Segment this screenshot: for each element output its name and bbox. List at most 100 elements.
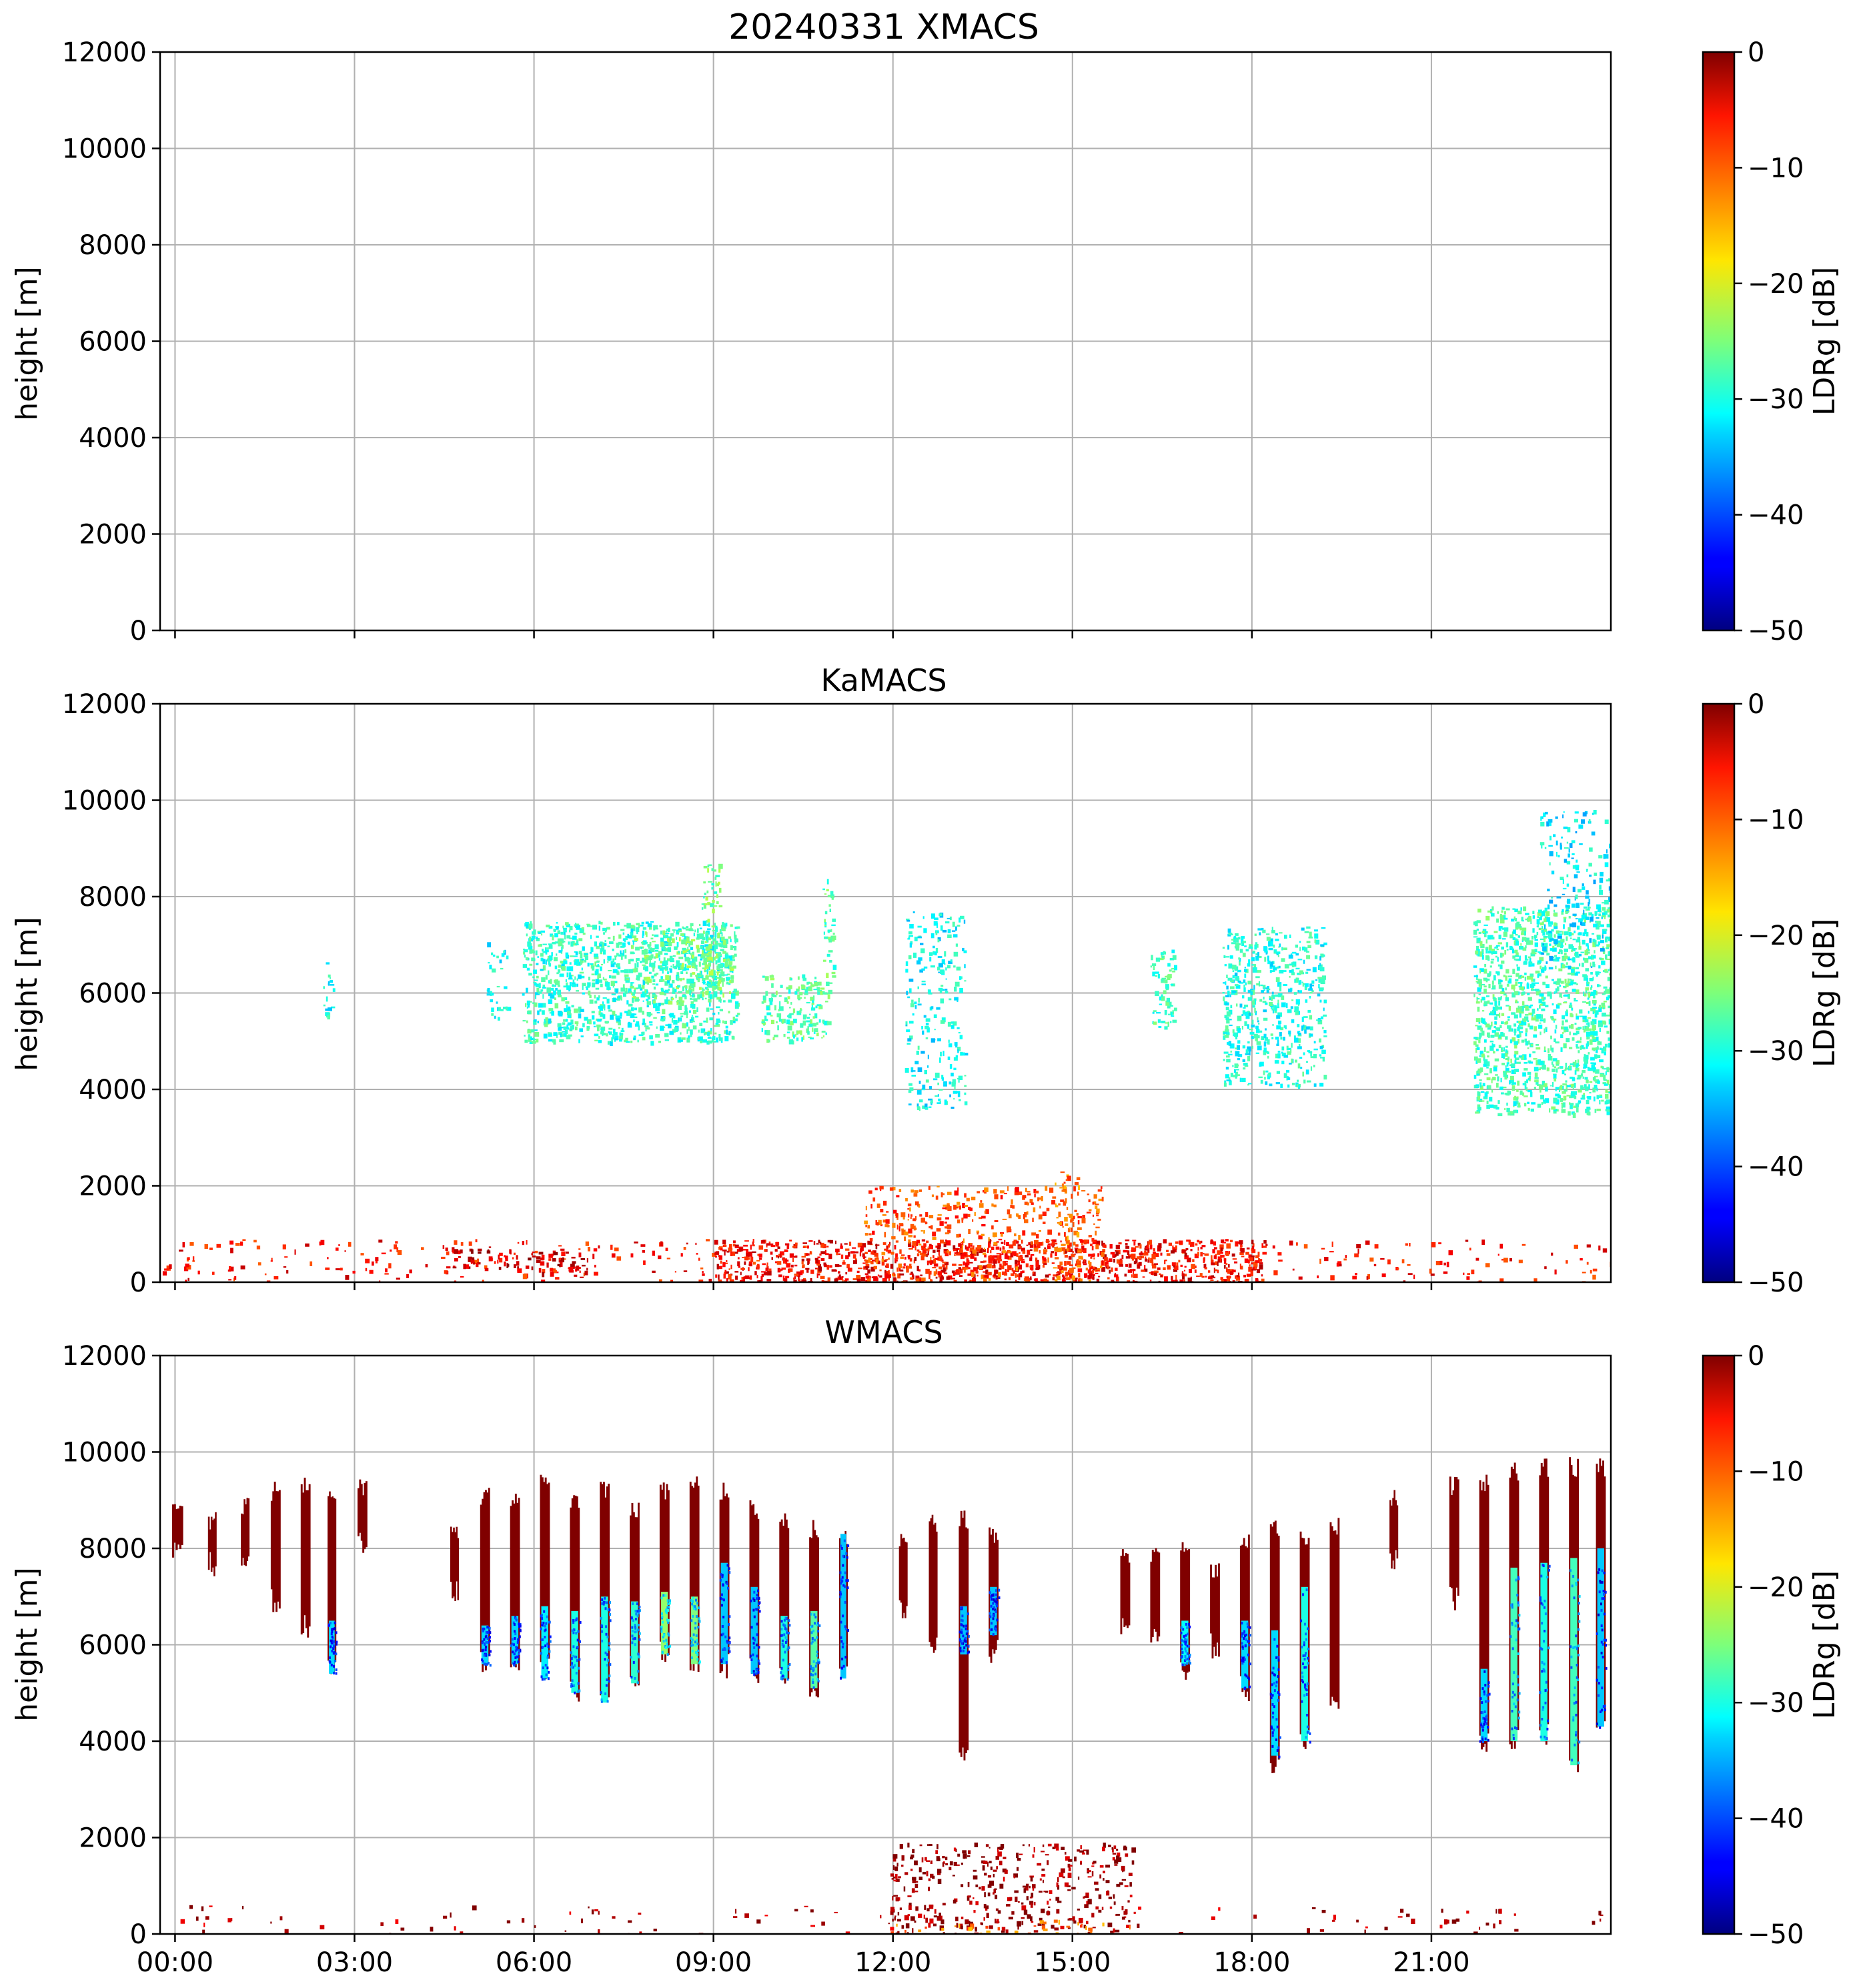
data-cell <box>1345 1255 1347 1258</box>
data-cell <box>1545 1027 1547 1032</box>
data-cell <box>1571 857 1574 859</box>
data-cell <box>704 944 709 947</box>
data-cell <box>649 1035 653 1039</box>
data-cell <box>720 949 724 951</box>
data-cell <box>552 935 554 941</box>
data-cell <box>1278 965 1281 969</box>
data-cell <box>541 977 546 982</box>
data-cell <box>602 997 607 999</box>
data-cell <box>565 979 567 982</box>
data-cell <box>1516 921 1520 927</box>
data-cell <box>1600 1065 1603 1069</box>
data-cell <box>602 1033 606 1035</box>
data-cell <box>566 982 568 987</box>
data-cell <box>1029 1244 1034 1248</box>
data-cell <box>578 1006 582 1010</box>
data-cell <box>618 1023 621 1025</box>
data-cell <box>660 1016 666 1021</box>
data-cell <box>566 1252 569 1254</box>
data-cell <box>488 962 490 964</box>
data-cell <box>492 968 496 973</box>
data-cell <box>809 1037 814 1040</box>
data-cell <box>931 1038 935 1043</box>
data-cell <box>1281 947 1283 951</box>
data-cell <box>1521 1020 1523 1023</box>
data-cell <box>1606 947 1610 949</box>
data-cell <box>1237 1028 1241 1033</box>
data-cell <box>963 919 966 924</box>
data-cell <box>636 999 640 1001</box>
data-cell <box>1486 1077 1491 1081</box>
data-cell <box>1232 975 1235 979</box>
data-cell <box>540 1258 544 1261</box>
data-cell <box>1577 937 1580 941</box>
data-cell <box>710 1028 712 1031</box>
data-cell <box>925 1079 929 1083</box>
data-cell <box>524 949 528 953</box>
data-cell <box>559 1027 564 1029</box>
data-cell <box>534 1250 538 1254</box>
data-cell <box>1543 924 1546 930</box>
data-cell <box>1321 1248 1325 1250</box>
data-cell <box>1253 964 1257 969</box>
data-cell <box>1309 1026 1313 1031</box>
data-cell <box>724 1021 727 1025</box>
data-cell <box>1477 1091 1481 1097</box>
data-cell <box>793 1280 797 1282</box>
data-cell <box>636 929 638 935</box>
data-cell <box>940 925 943 931</box>
data-cell <box>828 904 831 907</box>
data-cell <box>1556 851 1558 857</box>
data-cell <box>1580 1258 1583 1261</box>
data-cell <box>1252 1243 1255 1247</box>
data-cell <box>645 921 649 924</box>
data-cell <box>1547 1053 1551 1057</box>
data-cell <box>629 991 632 993</box>
data-cell <box>1317 977 1322 979</box>
data-cell <box>527 941 531 947</box>
data-cell <box>1572 1087 1574 1090</box>
data-cell <box>1475 1085 1479 1087</box>
data-cell <box>682 926 684 929</box>
data-cell <box>1564 859 1567 863</box>
data-cell <box>1575 831 1578 834</box>
data-cell <box>1281 1052 1286 1057</box>
data-cell <box>576 1023 578 1026</box>
data-cell <box>957 1091 961 1094</box>
data-cell <box>496 955 499 959</box>
data-cell <box>570 1264 575 1269</box>
data-cell <box>703 1020 708 1023</box>
data-cell <box>1583 909 1585 915</box>
data-cell <box>918 1269 921 1272</box>
data-cell <box>708 993 710 998</box>
data-cell <box>555 1277 560 1280</box>
data-cell <box>1568 965 1572 970</box>
data-cell <box>570 1026 574 1030</box>
data-cell <box>644 966 648 972</box>
data-cell <box>1227 990 1230 996</box>
data-cell <box>686 957 691 960</box>
data-cell <box>711 868 714 871</box>
data-cell <box>544 1019 547 1024</box>
data-cell <box>682 1000 685 1003</box>
data-cell <box>1582 1076 1584 1079</box>
data-cell <box>640 947 642 949</box>
data-cell <box>1499 964 1503 969</box>
data-cell <box>702 989 705 991</box>
data-cell <box>491 1007 494 1012</box>
data-cell <box>638 1034 644 1037</box>
data-cell <box>645 1029 647 1032</box>
data-cell <box>649 963 653 967</box>
data-cell <box>1319 1083 1324 1087</box>
data-cell <box>650 937 654 940</box>
data-cell <box>1565 989 1568 993</box>
data-cell <box>1533 1087 1536 1089</box>
data-cell <box>1240 1248 1245 1253</box>
data-cell <box>1167 1013 1171 1015</box>
data-cell <box>1533 1067 1539 1071</box>
data-cell <box>724 974 728 976</box>
data-cell <box>539 943 542 947</box>
data-cell <box>1267 986 1269 989</box>
data-cell <box>696 1253 698 1255</box>
data-cell <box>1227 1278 1230 1282</box>
